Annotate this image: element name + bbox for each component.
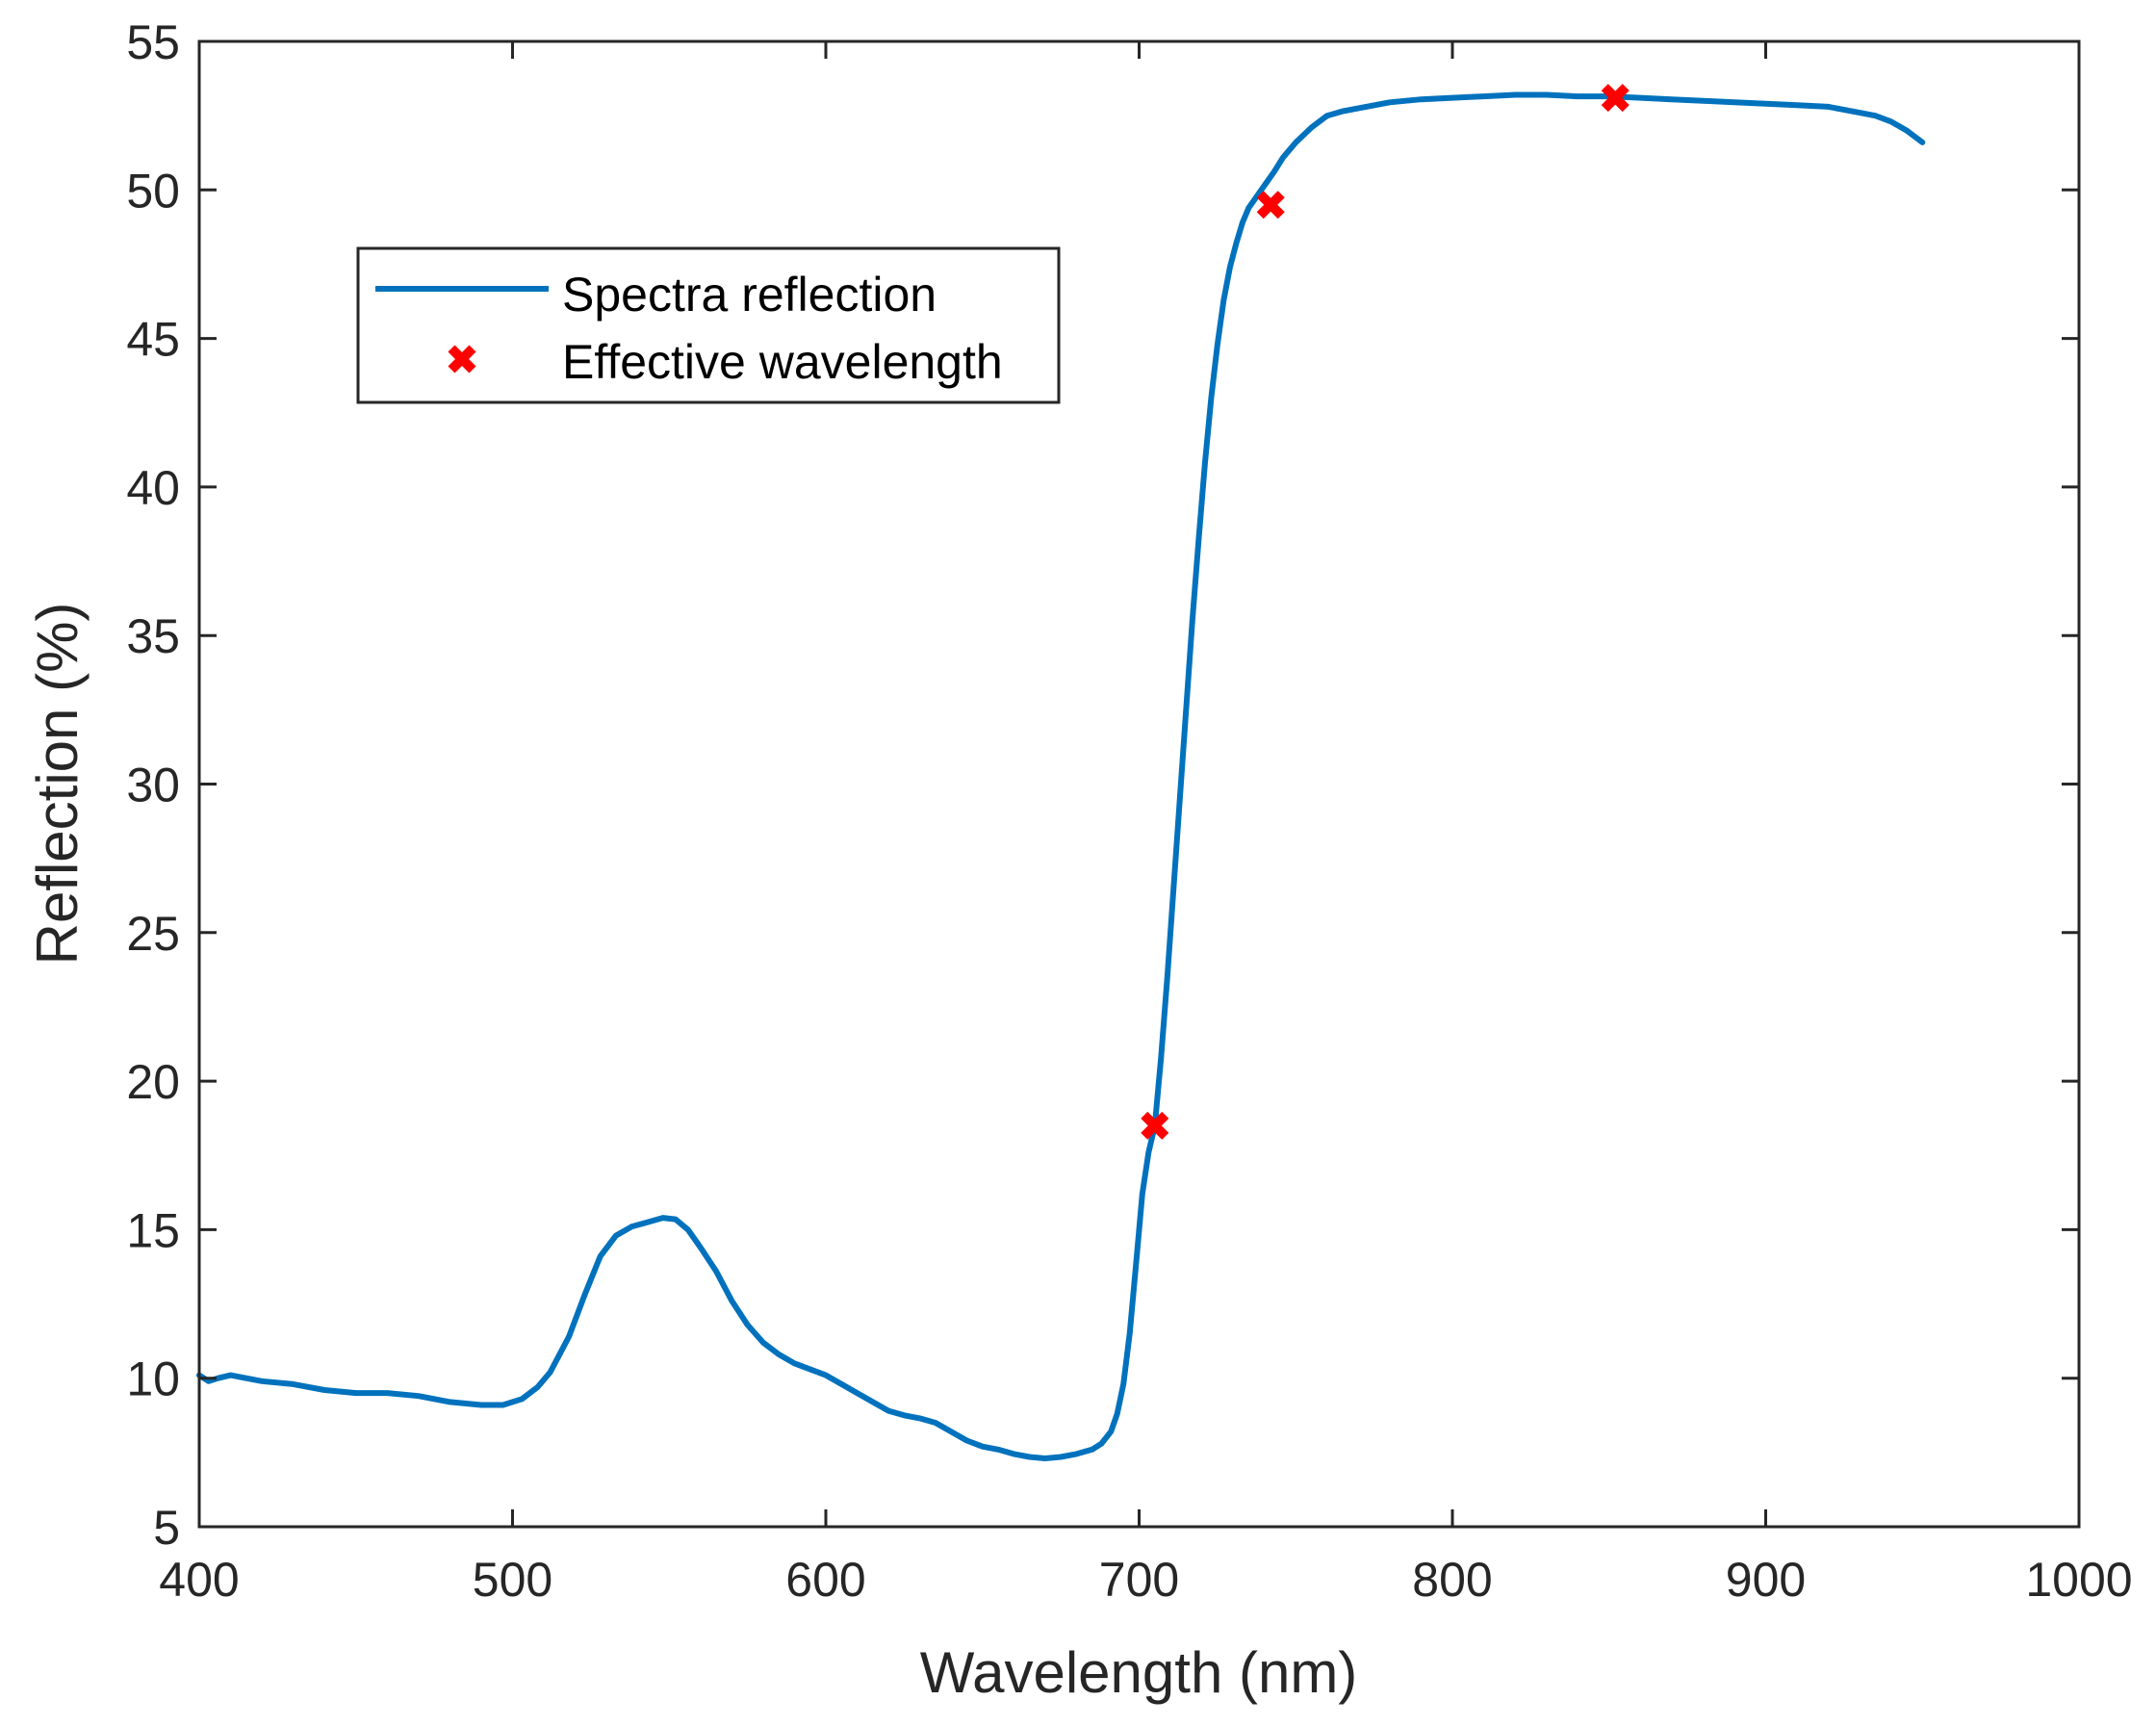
y-tick-label: 20 [126,1055,180,1109]
x-tick-label: 1000 [2025,1553,2132,1607]
legend-marker-sample [448,345,476,374]
y-tick-label: 15 [126,1203,180,1257]
x-tick-label: 900 [1726,1553,1806,1607]
legend-marker-x-stroke-b [448,345,476,374]
series-line-spectra-reflection [196,91,1926,1461]
legend-box [356,246,1061,404]
y-tick-label: 10 [126,1352,180,1406]
x-axis-label: Wavelength (nm) [920,1640,1358,1705]
x-tick-label: 400 [159,1553,239,1607]
y-tick-label: 50 [126,164,180,218]
legend-label-effective-wavelength: Effective wavelength [562,335,1003,389]
effective-wavelength-marker [1601,84,1630,113]
effective-wavelength-marker-stroke-b [1141,1111,1169,1140]
x-tick-label: 700 [1099,1553,1179,1607]
plot-content [196,84,1926,1461]
effective-wavelength-marker [1141,1111,1169,1140]
legend: Spectra reflection Effective wavelength [356,246,1061,404]
x-tick-label: 500 [473,1553,552,1607]
legend-label-spectra-reflection: Spectra reflection [562,268,937,322]
y-tick-label: 25 [126,907,180,961]
y-tick-label: 5 [153,1501,180,1555]
x-axis: 400 500 600 700 800 900 1000 [159,41,2133,1607]
legend-marker-x [448,345,476,374]
y-tick-label: 55 [126,15,180,69]
effective-wavelength-marker-stroke-b [1256,191,1285,219]
y-tick-label: 30 [126,759,180,812]
effective-wavelength-marker-stroke-b [1601,84,1630,113]
y-tick-label: 45 [126,313,180,367]
y-tick-label: 35 [126,609,180,663]
effective-wavelength-marker [1256,191,1285,219]
y-axis: 5 10 15 20 25 30 35 40 45 50 55 [126,15,2079,1555]
x-tick-label: 600 [785,1553,865,1607]
x-tick-label: 800 [1412,1553,1492,1607]
y-axis-label: Reflection (%) [25,603,90,966]
y-tick-label: 40 [126,461,180,515]
